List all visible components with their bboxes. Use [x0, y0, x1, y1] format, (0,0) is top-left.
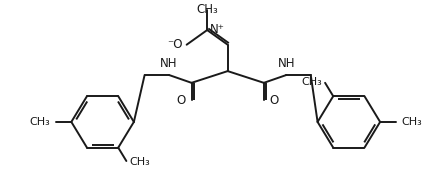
Text: CH₃: CH₃	[196, 3, 218, 16]
Text: ⁻O: ⁻O	[167, 38, 183, 51]
Text: CH₃: CH₃	[402, 117, 422, 127]
Text: N⁺: N⁺	[210, 23, 225, 36]
Text: NH: NH	[160, 57, 178, 70]
Text: CH₃: CH₃	[29, 117, 50, 127]
Text: NH: NH	[278, 57, 295, 70]
Text: O: O	[176, 94, 186, 107]
Text: O: O	[270, 94, 279, 107]
Text: CH₃: CH₃	[129, 157, 150, 167]
Text: CH₃: CH₃	[301, 77, 322, 87]
